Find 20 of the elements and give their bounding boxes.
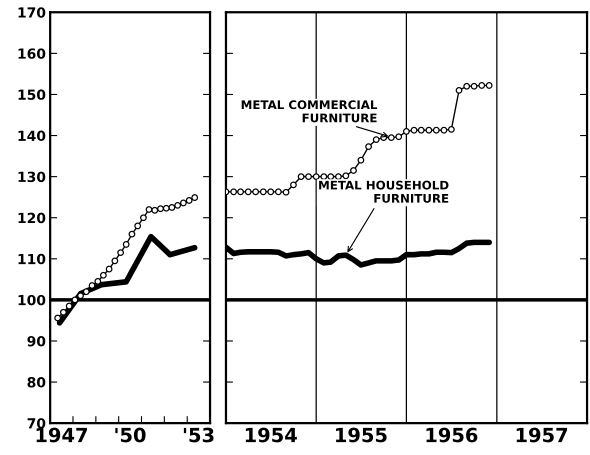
y-tick-label: 160 <box>18 48 46 59</box>
y-tick-label: 70 <box>28 418 46 429</box>
y-tick-label: 100 <box>18 294 46 306</box>
x-tick-label: 1955 <box>336 428 387 442</box>
y-tick-label: 90 <box>27 336 46 346</box>
x-tick-label: 1957 <box>516 428 568 442</box>
x-tick-label: 1947 <box>36 428 87 442</box>
x-tick-label: '50 <box>115 428 146 442</box>
x-tick-label: '53 <box>184 428 214 442</box>
y-tick-label: 120 <box>18 212 46 224</box>
y-tick-label: 140 <box>18 130 46 142</box>
annotation: METAL COMMERCIAL FURNITURE <box>242 100 378 122</box>
annotation: METAL HOUSEHOLD FURNITURE <box>319 180 448 203</box>
y-tick-label: 130 <box>18 172 46 182</box>
x-tick-label: 1954 <box>246 428 297 442</box>
y-tick-label: 110 <box>18 254 46 264</box>
y-tick-label: 80 <box>28 377 46 388</box>
y-tick-label: 150 <box>18 89 46 100</box>
x-tick-label: 1956 <box>426 428 478 442</box>
y-tick-label: 170 <box>18 7 46 18</box>
